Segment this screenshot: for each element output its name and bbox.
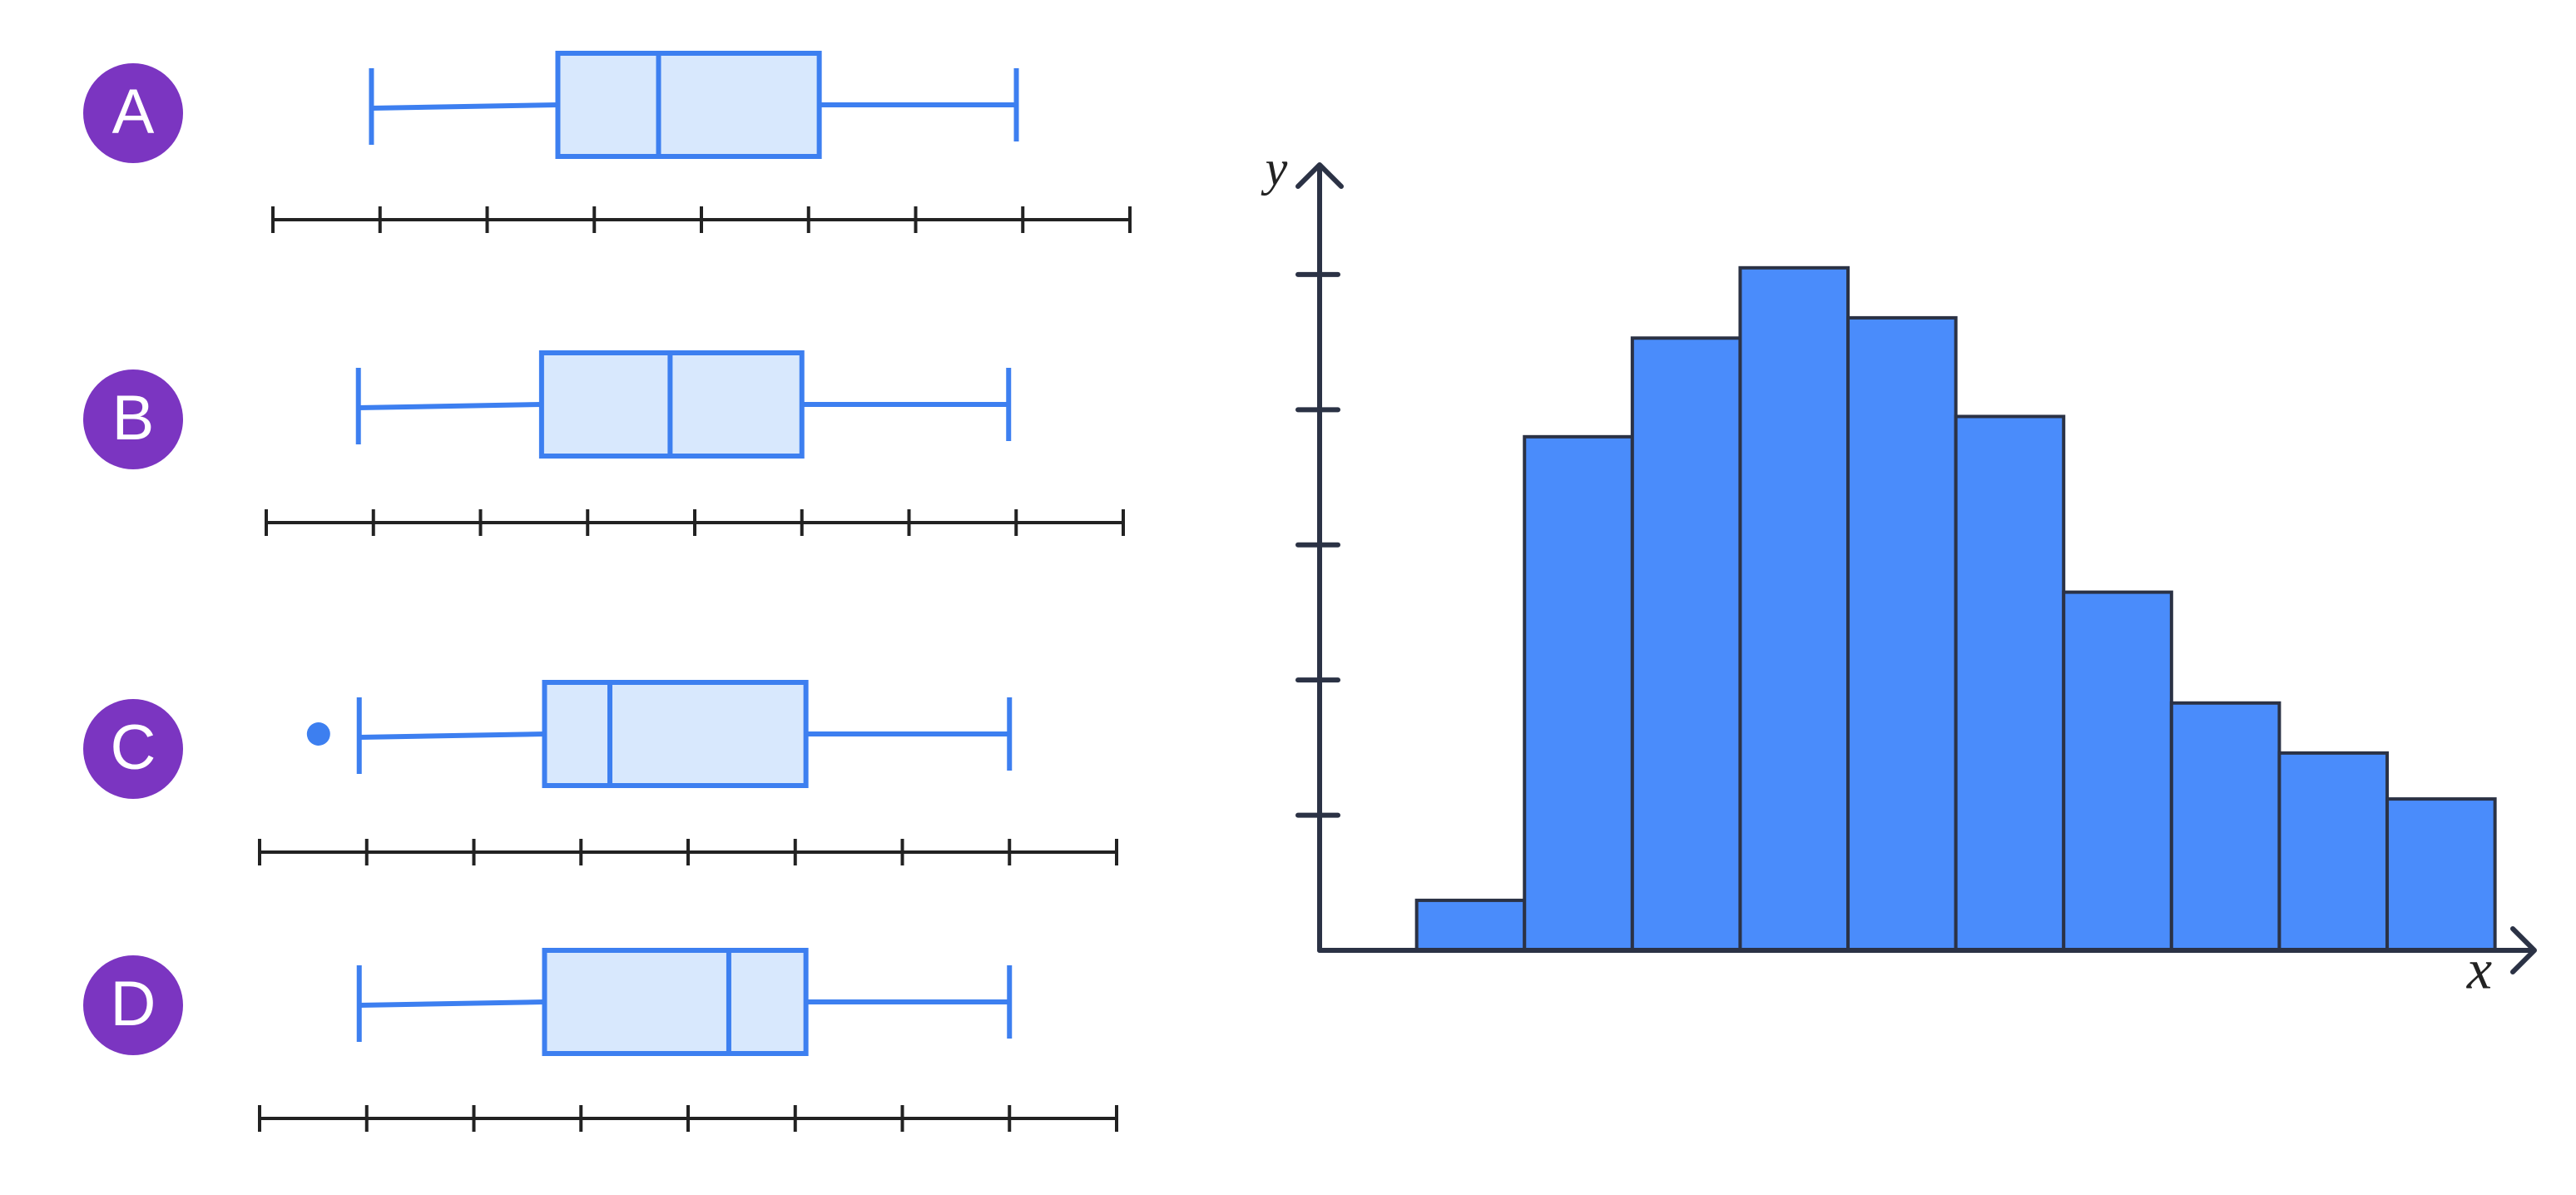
x-arrow xyxy=(2510,926,2537,974)
bar xyxy=(1630,336,1742,952)
bar xyxy=(1738,265,1850,952)
box-label: D xyxy=(111,969,156,1039)
box-label: A xyxy=(112,77,155,147)
outlier xyxy=(306,722,330,746)
label-badge xyxy=(83,63,183,163)
whisker xyxy=(359,999,545,1008)
box-label: B xyxy=(112,383,155,454)
box-label: C xyxy=(111,712,156,783)
box xyxy=(555,51,822,159)
label-badge xyxy=(83,955,183,1055)
bar xyxy=(1414,898,1527,952)
y-axis-label: y xyxy=(1261,141,1288,196)
bar xyxy=(1954,414,2066,952)
y-arrow xyxy=(1295,162,1344,189)
whisker xyxy=(371,102,558,111)
bar xyxy=(2062,590,2173,952)
whisker xyxy=(359,731,545,740)
bar xyxy=(1846,315,1958,952)
box xyxy=(542,948,809,1056)
x-axis-label: x xyxy=(2466,938,2492,1001)
box xyxy=(542,680,809,788)
bar xyxy=(2385,797,2497,952)
label-badge xyxy=(83,699,183,799)
label-badge xyxy=(83,369,183,469)
bar xyxy=(2277,751,2390,952)
bar xyxy=(1523,434,1634,952)
bar xyxy=(2169,701,2281,953)
whisker xyxy=(358,402,542,410)
